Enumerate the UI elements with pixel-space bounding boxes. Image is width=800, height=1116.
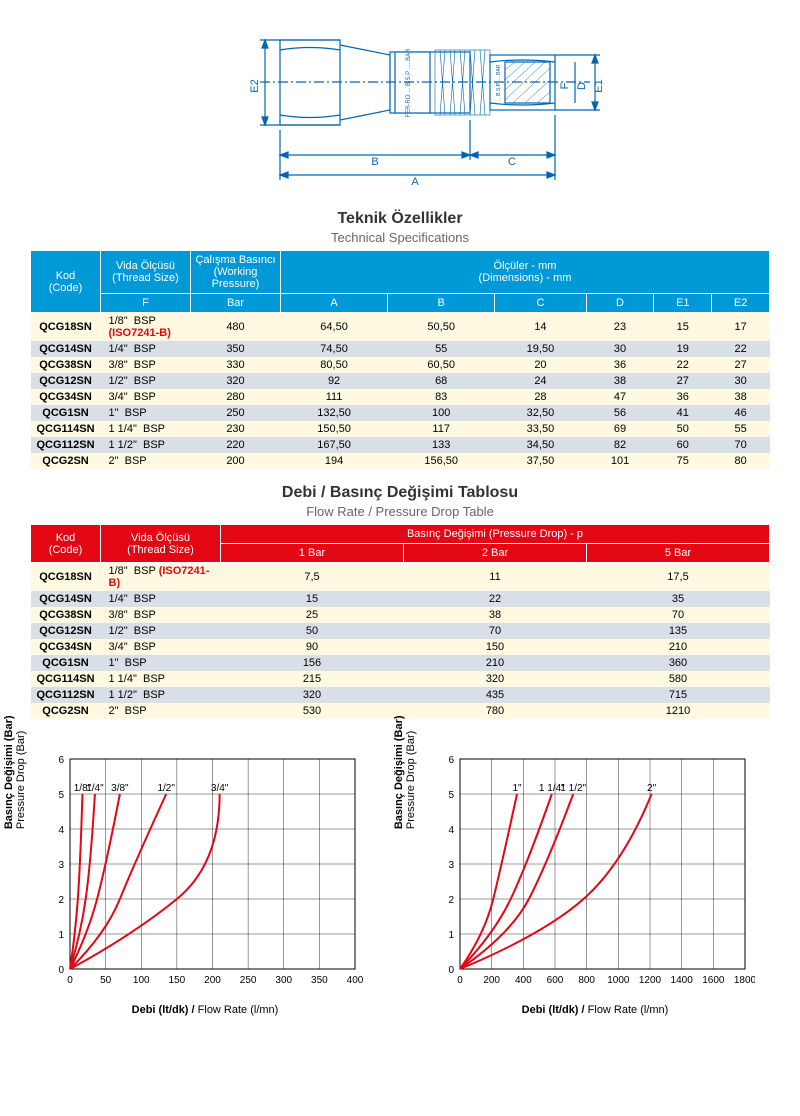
chart-small-sizes: Basınç Değişimi (Bar)Pressure Drop (Bar)… [25,749,385,1016]
svg-text:0: 0 [457,975,463,986]
svg-text:1000: 1000 [607,975,630,986]
table-row: QCG12SN 1/2" BSP 320926824382730 [31,373,770,389]
svg-text:6: 6 [58,755,64,766]
svg-text:3/8": 3/8" [111,783,129,794]
spec-table: Kod(Code) Vida Ölçüsü(Thread Size) Çalış… [30,250,770,469]
table-row: QCG14SN 1/4" BSP 35074,505519,50301922 [31,341,770,357]
table-row: QCG112SN 1 1/2" BSP 220167,5013334,50826… [31,437,770,453]
table-row: QCG18SN 1/8" BSP (ISO7241-B) 7,51117,5 [31,563,770,592]
svg-text:A: A [411,176,419,185]
svg-text:250: 250 [240,975,257,986]
table-row: QCG38SN 3/8" BSP 253870 [31,607,770,623]
technical-diagram: E2 E1 D F A B C FER-RO ... B.S.P .... BA… [10,10,790,190]
svg-text:2: 2 [58,895,64,906]
table-row: QCG38SN 3/8" BSP 33080,5060,5020362227 [31,357,770,373]
svg-text:C: C [508,156,516,168]
table-row: QCG1SN 1" BSP 156210360 [31,655,770,671]
svg-text:E2: E2 [249,79,261,92]
table-row: QCG14SN 1/4" BSP 152235 [31,591,770,607]
svg-text:1: 1 [58,930,64,941]
table-row: QCG12SN 1/2" BSP 5070135 [31,623,770,639]
svg-text:1": 1" [512,783,522,794]
svg-text:400: 400 [515,975,532,986]
svg-text:1/4": 1/4" [86,783,104,794]
svg-text:2": 2" [647,783,657,794]
table-row: QCG112SN 1 1/2" BSP 320435715 [31,687,770,703]
svg-text:200: 200 [483,975,500,986]
svg-text:3/4": 3/4" [211,783,229,794]
table-row: QCG34SN 3/4" BSP 2801118328473638 [31,389,770,405]
svg-text:1200: 1200 [639,975,662,986]
svg-text:1800: 1800 [734,975,755,986]
svg-text:6: 6 [448,755,454,766]
table1-title: Teknik Özellikler Technical Specificatio… [10,210,790,245]
svg-text:1/2": 1/2" [157,783,175,794]
svg-text:400: 400 [347,975,364,986]
svg-text:2: 2 [448,895,454,906]
svg-text:3: 3 [448,860,454,871]
svg-text:E1: E1 [593,79,605,92]
svg-text:D: D [576,82,588,90]
svg-text:FER-RO ... B.S.P .... BAR: FER-RO ... B.S.P .... BAR [406,48,412,118]
svg-text:200: 200 [204,975,221,986]
svg-text:600: 600 [547,975,564,986]
svg-text:5: 5 [448,790,454,801]
svg-text:F: F [559,82,571,89]
svg-text:300: 300 [275,975,292,986]
table-row: QCG1SN 1" BSP 250132,5010032,50564146 [31,405,770,421]
svg-text:1: 1 [448,930,454,941]
svg-text:... B.S.P .... BAR: ... B.S.P .... BAR [496,64,502,101]
table-row: QCG2SN 2" BSP 200194156,5037,501017580 [31,453,770,469]
svg-text:800: 800 [578,975,595,986]
table-row: QCG18SN 1/8" BSP (ISO7241-B) 48064,5050,… [31,313,770,342]
table-row: QCG114SN 1 1/4" BSP 215320580 [31,671,770,687]
svg-text:50: 50 [100,975,112,986]
table-row: QCG34SN 3/4" BSP 90150210 [31,639,770,655]
svg-text:350: 350 [311,975,328,986]
svg-text:4: 4 [58,825,64,836]
table-row: QCG114SN 1 1/4" BSP 230150,5011733,50695… [31,421,770,437]
chart-large-sizes: Basınç Değişimi (Bar)Pressure Drop (Bar)… [415,749,775,1016]
svg-text:150: 150 [169,975,186,986]
svg-text:3: 3 [58,860,64,871]
svg-text:100: 100 [133,975,150,986]
svg-text:0: 0 [67,975,73,986]
svg-text:0: 0 [448,965,454,976]
svg-text:1400: 1400 [671,975,694,986]
table2-title: Debi / Basınç Değişimi Tablosu Flow Rate… [10,484,790,519]
svg-text:1 1/2": 1 1/2" [560,783,586,794]
flow-table: Kod(Code) Vida Ölçüsü(Thread Size) Basın… [30,524,770,719]
svg-text:0: 0 [58,965,64,976]
svg-text:4: 4 [448,825,454,836]
svg-text:B: B [371,156,378,168]
svg-text:1600: 1600 [702,975,725,986]
svg-text:5: 5 [58,790,64,801]
